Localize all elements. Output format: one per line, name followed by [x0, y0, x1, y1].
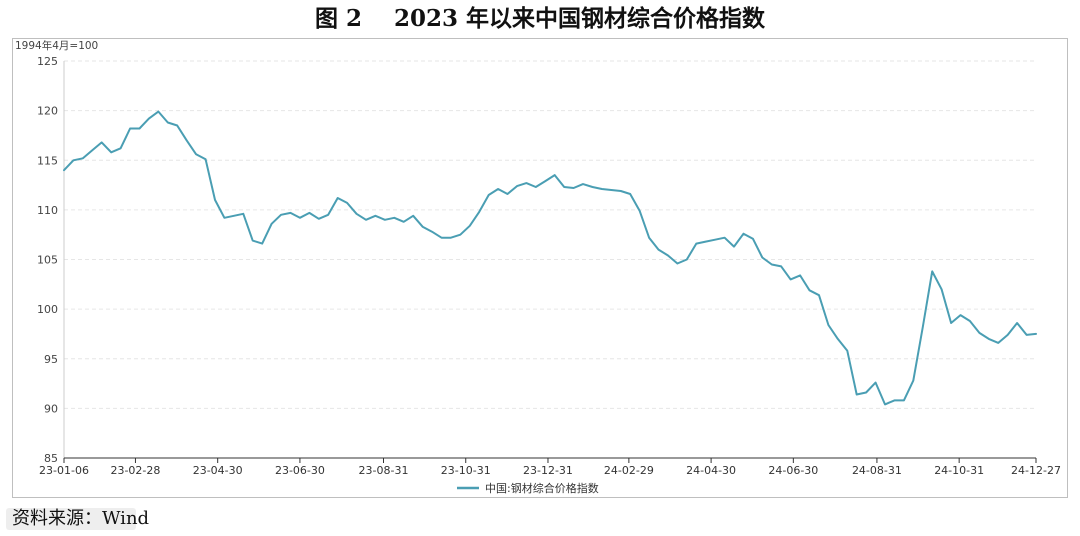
source-note: 资料来源：Wind: [12, 508, 150, 529]
y-tick-label: 90: [44, 402, 58, 415]
chart-frame: [12, 38, 1068, 498]
legend-label[interactable]: 中国:钢材综合价格指数: [485, 481, 599, 495]
x-tick-label: 24-12-27: [1011, 464, 1061, 477]
x-tick-label: 23-04-30: [193, 464, 243, 477]
x-tick-label: 24-02-29: [604, 464, 654, 477]
watermark: [6, 508, 136, 530]
x-tick-label: 23-01-06: [39, 464, 89, 477]
y-tick-label: 110: [37, 204, 58, 217]
x-tick-label: 23-02-28: [110, 464, 160, 477]
y-tick-label: 115: [37, 154, 58, 167]
series-line: [63, 110, 1037, 406]
x-tick-label: 24-04-30: [686, 464, 736, 477]
y-tick-label: 95: [44, 353, 58, 366]
y-tick-label: 125: [37, 55, 58, 68]
y-axis: 85 90 95 100 105 110 115 120 125: [37, 55, 65, 465]
series-layer: [63, 110, 1037, 406]
y-tick-label: 85: [44, 452, 58, 465]
x-tick-label: 23-12-31: [523, 464, 573, 477]
legend[interactable]: 中国:钢材综合价格指数: [457, 481, 599, 495]
x-tick-label: 24-08-31: [852, 464, 902, 477]
y-tick-label: 120: [37, 105, 58, 118]
x-tick-label: 24-06-30: [768, 464, 818, 477]
y-tick-label: 105: [37, 254, 58, 267]
x-tick-label: 24-10-31: [934, 464, 984, 477]
x-axis: 23-01-06 23-02-28 23-04-30 23-06-30 23-08-31…: [39, 457, 1061, 477]
grid-lines: [64, 60, 1036, 409]
x-tick-label: 23-08-31: [359, 464, 409, 477]
x-tick-label: 23-10-31: [441, 464, 491, 477]
x-tick-label: 23-06-30: [275, 464, 325, 477]
y-tick-label: 100: [37, 303, 58, 316]
unit-label: 1994年4月=100: [15, 39, 98, 52]
figure-title: 图 2 2023 年以来中国钢材综合价格指数: [314, 5, 766, 32]
